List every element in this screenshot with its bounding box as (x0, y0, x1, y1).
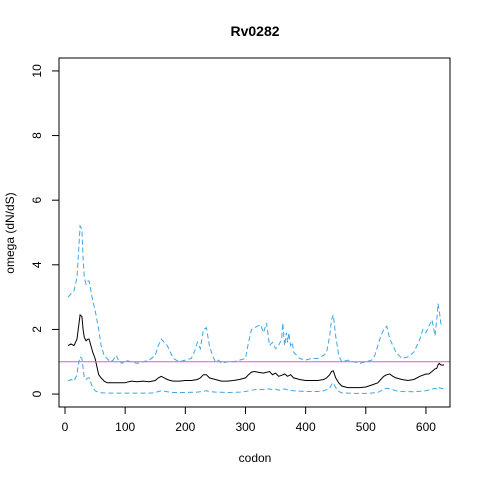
y-axis-label: omega (dN/dS) (3, 192, 17, 273)
x-tick-label: 200 (175, 420, 195, 434)
y-tick-label: 2 (30, 326, 44, 333)
x-tick-label: 400 (296, 420, 316, 434)
upper-bound-line (67, 224, 444, 365)
omega-estimate-line (67, 313, 444, 389)
x-tick-label: 100 (115, 420, 135, 434)
y-tick-label: 10 (30, 64, 44, 78)
lower-bound-line (67, 355, 445, 394)
x-tick-label: 500 (356, 420, 376, 434)
y-tick-label: 4 (30, 261, 44, 268)
x-tick-label: 600 (416, 420, 436, 434)
y-tick-label: 0 (30, 390, 44, 397)
chart-title: Rv0282 (230, 23, 279, 39)
x-tick-label: 0 (62, 420, 69, 434)
y-tick-label: 8 (30, 132, 44, 139)
x-axis-label: codon (239, 451, 272, 465)
plot-frame (58, 57, 451, 408)
y-tick-label: 6 (30, 197, 44, 204)
x-tick-label: 300 (235, 420, 255, 434)
